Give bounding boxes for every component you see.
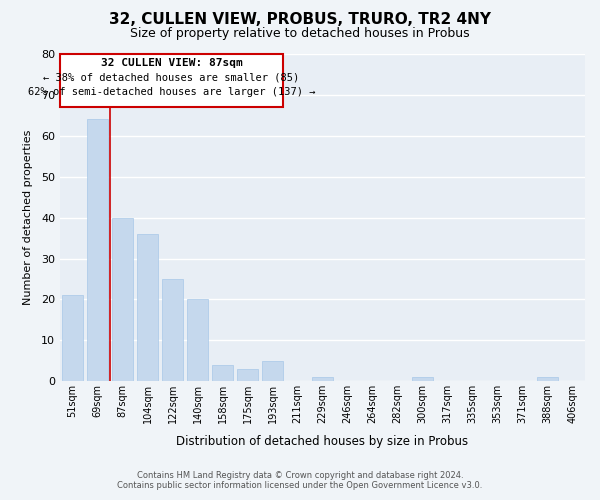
Bar bbox=[162, 279, 183, 381]
Bar bbox=[137, 234, 158, 381]
Text: 32, CULLEN VIEW, PROBUS, TRURO, TR2 4NY: 32, CULLEN VIEW, PROBUS, TRURO, TR2 4NY bbox=[109, 12, 491, 28]
Bar bbox=[187, 300, 208, 381]
Text: 62% of semi-detached houses are larger (137) →: 62% of semi-detached houses are larger (… bbox=[28, 86, 315, 97]
Text: Contains public sector information licensed under the Open Government Licence v3: Contains public sector information licen… bbox=[118, 481, 482, 490]
Text: Contains HM Land Registry data © Crown copyright and database right 2024.: Contains HM Land Registry data © Crown c… bbox=[137, 471, 463, 480]
Bar bbox=[62, 296, 83, 381]
Bar bbox=[262, 361, 283, 381]
Bar bbox=[312, 377, 333, 381]
Bar bbox=[412, 377, 433, 381]
Bar bbox=[237, 369, 258, 381]
Bar bbox=[112, 218, 133, 381]
Bar bbox=[537, 377, 558, 381]
Text: ← 38% of detached houses are smaller (85): ← 38% of detached houses are smaller (85… bbox=[43, 72, 299, 83]
FancyBboxPatch shape bbox=[60, 54, 283, 107]
Bar bbox=[87, 120, 108, 381]
X-axis label: Distribution of detached houses by size in Probus: Distribution of detached houses by size … bbox=[176, 434, 469, 448]
Bar bbox=[212, 365, 233, 381]
Text: 32 CULLEN VIEW: 87sqm: 32 CULLEN VIEW: 87sqm bbox=[101, 58, 242, 68]
Text: Size of property relative to detached houses in Probus: Size of property relative to detached ho… bbox=[130, 28, 470, 40]
Y-axis label: Number of detached properties: Number of detached properties bbox=[23, 130, 32, 306]
